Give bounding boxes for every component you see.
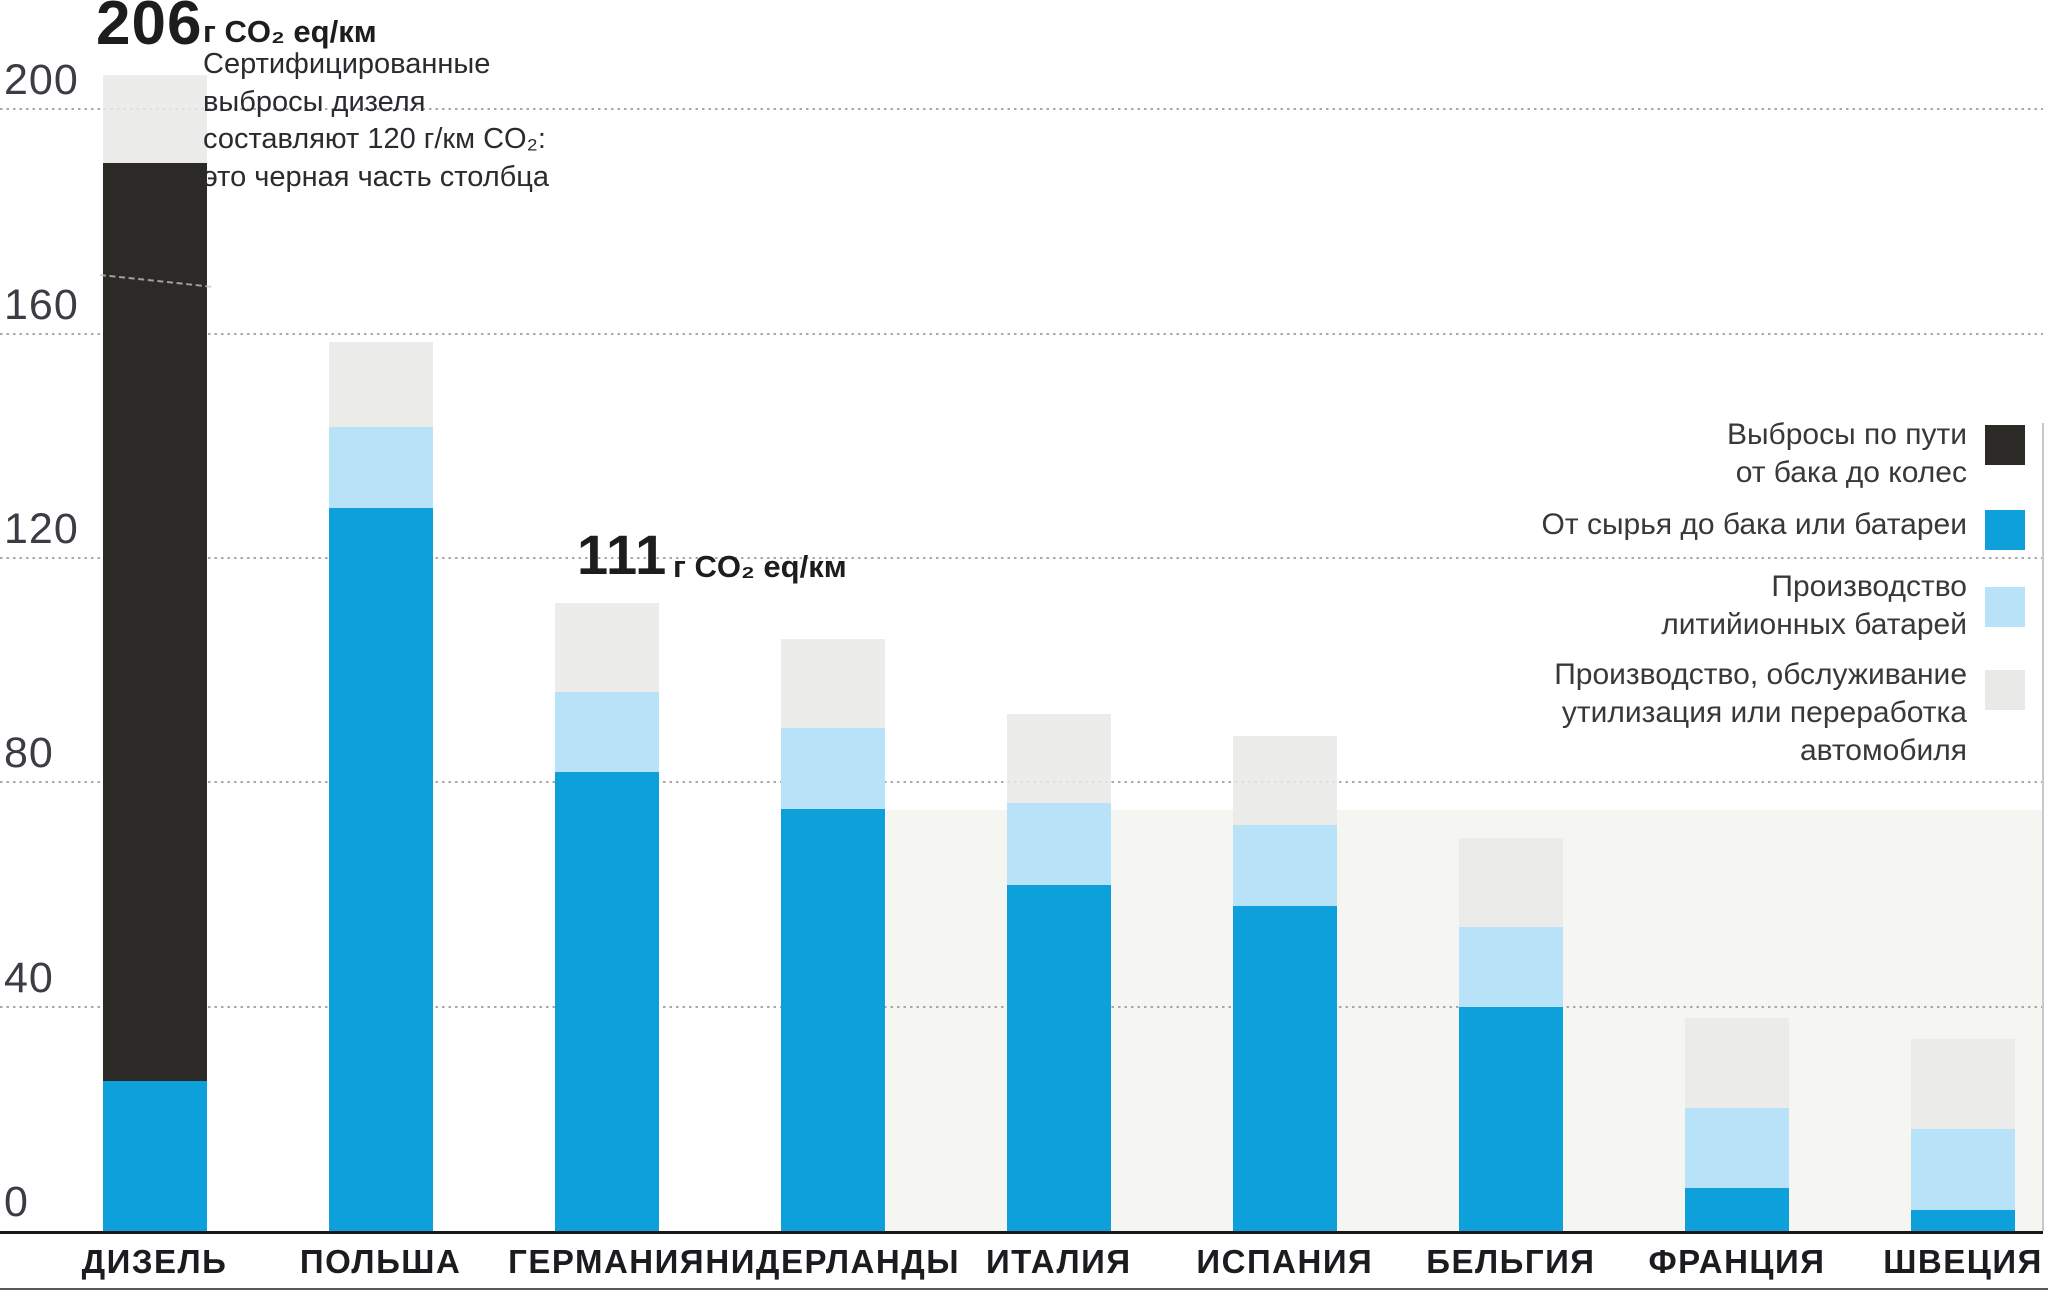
- bar-segment-production: [328, 341, 433, 428]
- y-tick-label-80: 80: [4, 729, 54, 778]
- bar-segment-wtt: [554, 772, 659, 1231]
- category-label: БЕЛЬГИЯ: [1426, 1243, 1596, 1280]
- bar-segment-production: [1232, 736, 1337, 826]
- gridline-160: [0, 332, 2043, 335]
- bar-segment-production: [1911, 1039, 2016, 1129]
- diesel-total-value: 206: [96, 0, 203, 58]
- bar-segment-production: [1006, 713, 1111, 803]
- category-label: ПОЛЬША: [299, 1243, 462, 1280]
- note-line: выбросы дизеля: [203, 85, 426, 118]
- legend-label-car-production: Производство, обслуживание утилизация ил…: [1554, 656, 1967, 770]
- bar-segment-battery: [328, 427, 433, 508]
- legend-label-tank-to-wheel: Выбросы по пути от бака до колес: [1727, 416, 1967, 492]
- legend-label-line: Производство, обслуживание: [1554, 658, 1967, 691]
- y-tick-label-40: 40: [4, 953, 54, 1002]
- bar-segment-battery: [1232, 825, 1337, 907]
- bar-segment-wtt: [1911, 1210, 2016, 1231]
- legend-label-line: Выбросы по пути: [1726, 418, 1967, 451]
- y-tick-label-160: 160: [4, 280, 79, 329]
- bar-segment-wtt: [1458, 1007, 1563, 1231]
- gridline-120: [0, 556, 2043, 559]
- category-label: ФРАНЦИЯ: [1648, 1243, 1826, 1280]
- legend-label-line: Производство: [1771, 570, 1967, 603]
- note-line: это черная часть столбца: [203, 160, 549, 193]
- bar-segment-wtt: [1006, 884, 1111, 1231]
- bar-segment-battery: [1911, 1128, 2016, 1211]
- bar-segment-production: [1684, 1017, 1789, 1108]
- bar-segment-wtt: [1232, 906, 1337, 1231]
- legend-label-line: автомобиля: [1799, 734, 1967, 767]
- category-label: ИТАЛИЯ: [985, 1243, 1132, 1280]
- gridline-200: [0, 108, 2043, 111]
- bar-segment-wtt: [780, 809, 885, 1231]
- bar-segment-battery: [554, 691, 659, 773]
- y-tick-label-200: 200: [4, 56, 79, 105]
- bar-segment-battery: [1006, 803, 1111, 885]
- bar-segment-production: [1458, 837, 1563, 927]
- note-line: Сертифицированные: [203, 48, 491, 80]
- legend-label-line: утилизация или переработка: [1561, 696, 1967, 729]
- legend-swatch-car-production: [1985, 670, 2025, 710]
- y-tick-label-0: 0: [4, 1178, 29, 1226]
- bar-segment-battery: [1458, 926, 1563, 1008]
- diesel-total-unit: г CO₂ eq/км: [203, 14, 377, 49]
- bar-segment-battery: [1684, 1107, 1789, 1189]
- bar-segment-wtt: [328, 507, 433, 1231]
- bar-segment-production: [780, 639, 885, 728]
- category-label: НИДЕРЛАНДЫ: [705, 1243, 961, 1280]
- category-label: ДИЗЕЛЬ: [81, 1243, 228, 1280]
- bar-segment-wtt: [102, 1081, 207, 1231]
- legend-label-line: от бака до колес: [1735, 456, 1967, 489]
- category-label: ИСПАНИЯ: [1196, 1243, 1374, 1280]
- germany-total-value: 111: [577, 523, 668, 586]
- note-line: составляют 120 г/км CO₂:: [203, 123, 546, 155]
- legend-label-well-to-tank: От сырья до бака или батареи: [1542, 506, 1967, 544]
- legend-label-line: От сырья до бака или батареи: [1541, 508, 1967, 541]
- legend-swatch-tank-to-wheel: [1985, 425, 2025, 465]
- category-label: ГЕРМАНИЯ: [508, 1243, 706, 1280]
- bar-segment-battery: [780, 727, 885, 810]
- bar-segment-ttw: [102, 162, 207, 1082]
- legend-swatch-battery-production: [1985, 587, 2025, 627]
- bar-segment-wtt: [1684, 1188, 1789, 1231]
- legend-label-line: литийионных батарей: [1661, 608, 1967, 641]
- y-tick-label-120: 120: [4, 504, 79, 553]
- diesel-annotation-note: Сертифицированные выбросы дизеля составл…: [203, 46, 549, 196]
- bar-segment-production: [102, 74, 207, 163]
- category-label: ШВЕЦИЯ: [1883, 1243, 2043, 1280]
- right-border-line: [2042, 423, 2044, 1231]
- bottom-border-line: [0, 1288, 2048, 1290]
- legend-swatch-well-to-tank: [1985, 510, 2025, 550]
- germany-total-unit: г CO₂ eq/км: [673, 549, 847, 584]
- bar-segment-production: [554, 602, 659, 692]
- legend-label-battery-production: Производство литийионных батарей: [1661, 568, 1967, 644]
- x-axis-line: [0, 1231, 2043, 1234]
